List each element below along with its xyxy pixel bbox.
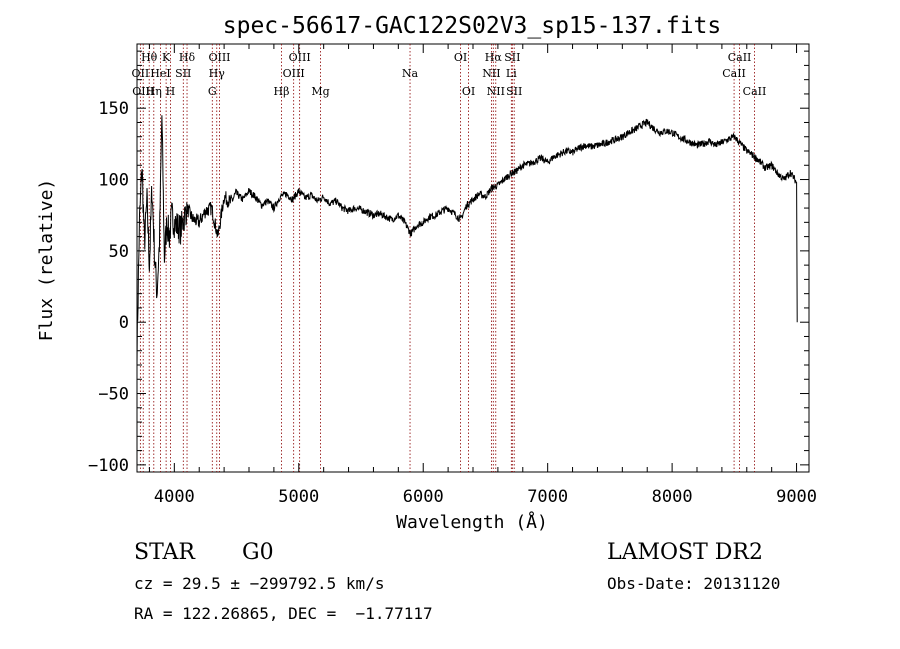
survey-name: LAMOST DR2 [607, 540, 763, 565]
marker-label-20: NII [482, 67, 500, 80]
marker-label-16: Na [402, 67, 419, 80]
x-axis-label: Wavelength (Å) [396, 511, 548, 533]
x-tick-label-2: 6000 [403, 487, 444, 507]
marker-label-11: G [208, 85, 217, 98]
marker-label-22: SII [504, 51, 520, 64]
marker-label-17: OI [454, 51, 467, 64]
axis-ticks: 4000 5000 6000 7000 8000 9000 −100 −50 0 50 100 150 [88, 44, 817, 507]
y-tick-label-4: 100 [98, 171, 129, 191]
x-tick-label-1: 5000 [278, 487, 319, 507]
x-tick-label-5: 9000 [776, 487, 817, 507]
y-axis-label: Flux (relative) [36, 179, 57, 342]
marker-label-2: OIII [132, 85, 154, 98]
marker-label-25: CaII [728, 51, 752, 64]
y-tick-label-2: 0 [119, 313, 129, 333]
marker-label-9: OIII [208, 51, 230, 64]
obs-date: Obs-Date: 20131120 [607, 574, 781, 593]
marker-label-1: OII [132, 67, 150, 80]
object-subclass: G0 [242, 540, 274, 565]
spectrum-line [136, 115, 798, 367]
marker-label-18: OI [462, 85, 475, 98]
redshift-line: cz = 29.5 ± −299792.5 km/s [134, 574, 385, 593]
y-tick-label-1: −50 [98, 385, 129, 405]
object-class: STAR [134, 540, 195, 565]
marker-label-15: Mg [311, 85, 329, 98]
ra-dec-line: RA = 122.26865, DEC = −1.77117 [134, 604, 433, 623]
chart-title: spec-56617-GAC122S02V3_sp15-137.fits [223, 13, 722, 39]
marker-label-12: OIII [289, 51, 311, 64]
marker-label-5: Hη [146, 85, 162, 98]
marker-label-23: Li [506, 67, 517, 80]
y-tick-label-0: −100 [88, 456, 129, 476]
marker-label-6: Hδ [179, 51, 196, 64]
x-tick-label-3: 7000 [527, 487, 568, 507]
marker-labels: Hθ OII OIII K HeI Hη Hδ SII H OIII Hγ G OIII OIII Hβ Mg… [132, 51, 767, 98]
marker-label-7: SII [175, 67, 191, 80]
marker-label-27: CaII [743, 85, 767, 98]
marker-label-8: H [166, 85, 176, 98]
marker-label-21: NII [487, 85, 505, 98]
spectrum-series [136, 115, 798, 367]
marker-label-13: OIII [283, 67, 305, 80]
marker-label-4: HeI [150, 67, 170, 80]
marker-label-14: Hβ [274, 85, 290, 98]
marker-label-26: CaII [722, 67, 746, 80]
marker-label-0: Hθ [141, 51, 158, 64]
marker-lines [139, 44, 755, 472]
marker-label-3: K [162, 51, 171, 64]
plot-frame [136, 43, 810, 473]
marker-label-24: SII [506, 85, 522, 98]
y-tick-label-5: 150 [98, 99, 129, 119]
x-tick-label-4: 8000 [652, 487, 693, 507]
marker-label-19: Hα [485, 51, 503, 64]
y-tick-label-3: 50 [109, 242, 129, 262]
marker-label-10: Hγ [209, 67, 226, 80]
x-tick-label-0: 4000 [154, 487, 195, 507]
